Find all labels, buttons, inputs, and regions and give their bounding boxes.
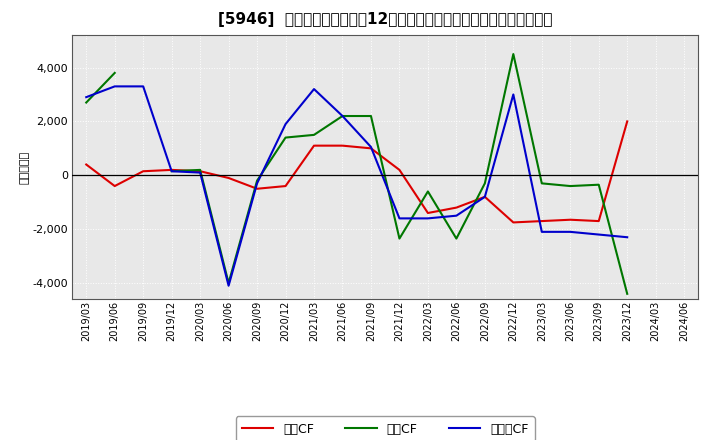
フリーCF bbox=[566, 229, 575, 235]
フリーCF bbox=[196, 170, 204, 175]
Legend: 営業CF, 投資CF, フリーCF: 営業CF, 投資CF, フリーCF bbox=[235, 416, 535, 440]
営業CF bbox=[82, 162, 91, 167]
Line: 投資CF: 投資CF bbox=[86, 73, 114, 103]
営業CF bbox=[110, 183, 119, 189]
営業CF bbox=[423, 210, 432, 216]
フリーCF bbox=[139, 84, 148, 89]
フリーCF bbox=[310, 86, 318, 92]
営業CF bbox=[310, 143, 318, 148]
営業CF bbox=[225, 175, 233, 180]
フリーCF bbox=[167, 169, 176, 174]
営業CF bbox=[480, 194, 489, 199]
フリーCF bbox=[225, 283, 233, 288]
フリーCF bbox=[509, 92, 518, 97]
投資CF bbox=[110, 70, 119, 76]
フリーCF bbox=[366, 144, 375, 150]
営業CF bbox=[395, 167, 404, 172]
フリーCF bbox=[338, 114, 347, 119]
フリーCF bbox=[595, 232, 603, 237]
フリーCF bbox=[82, 95, 91, 100]
投資CF bbox=[82, 100, 91, 105]
フリーCF bbox=[623, 235, 631, 240]
フリーCF bbox=[395, 216, 404, 221]
営業CF bbox=[537, 218, 546, 224]
営業CF bbox=[509, 220, 518, 225]
営業CF bbox=[366, 146, 375, 151]
営業CF bbox=[452, 205, 461, 210]
営業CF bbox=[167, 167, 176, 172]
営業CF bbox=[253, 186, 261, 191]
営業CF bbox=[566, 217, 575, 222]
フリーCF bbox=[253, 181, 261, 186]
フリーCF bbox=[282, 121, 290, 127]
フリーCF bbox=[110, 84, 119, 89]
Y-axis label: （百万円）: （百万円） bbox=[19, 150, 30, 184]
フリーCF bbox=[452, 213, 461, 218]
営業CF bbox=[282, 183, 290, 189]
営業CF bbox=[595, 218, 603, 224]
Line: フリーCF: フリーCF bbox=[86, 86, 627, 286]
Line: 営業CF: 営業CF bbox=[86, 121, 627, 223]
フリーCF bbox=[480, 194, 489, 199]
Title: [5946]  キャッシュフローの12か月移動合計の対前年同期増減額の推移: [5946] キャッシュフローの12か月移動合計の対前年同期増減額の推移 bbox=[218, 12, 552, 27]
営業CF bbox=[139, 169, 148, 174]
フリーCF bbox=[537, 229, 546, 235]
営業CF bbox=[623, 119, 631, 124]
営業CF bbox=[338, 143, 347, 148]
営業CF bbox=[196, 169, 204, 174]
フリーCF bbox=[423, 216, 432, 221]
